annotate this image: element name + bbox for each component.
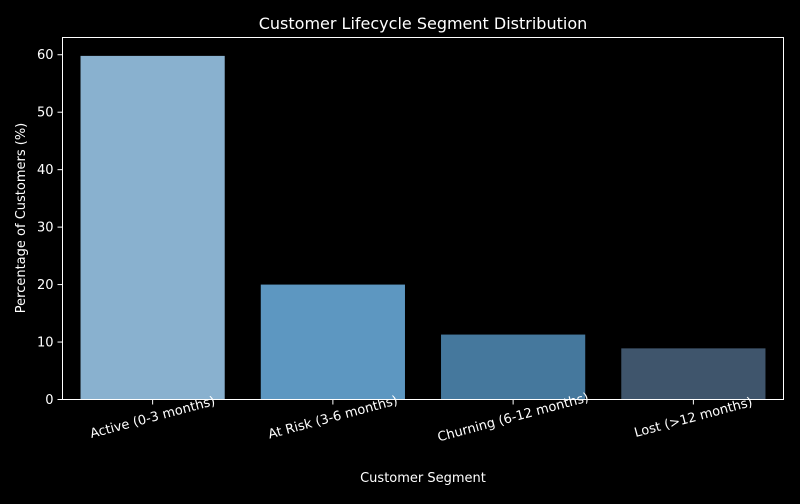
x-axis-label: Customer Segment: [360, 471, 486, 486]
y-axis-ticks: 0 10 20 30 40 50 60: [37, 48, 63, 408]
bar: [441, 334, 586, 400]
bar: [260, 284, 405, 400]
chart-title: Customer Lifecycle Segment Distribution: [259, 14, 588, 33]
y-tick-label: 10: [37, 336, 54, 351]
y-tick-label: 40: [37, 163, 54, 178]
y-tick-label: 20: [37, 278, 54, 293]
y-tick-label: 50: [37, 106, 54, 121]
y-axis-label: Percentage of Customers (%): [14, 123, 29, 313]
plot-frame: [62, 37, 784, 400]
y-tick-label: 0: [45, 393, 53, 408]
bar: [621, 348, 766, 400]
y-tick-label: 30: [37, 221, 54, 236]
y-tick-label: 60: [37, 48, 54, 63]
bars-group: [80, 55, 766, 400]
bar: [80, 55, 225, 400]
